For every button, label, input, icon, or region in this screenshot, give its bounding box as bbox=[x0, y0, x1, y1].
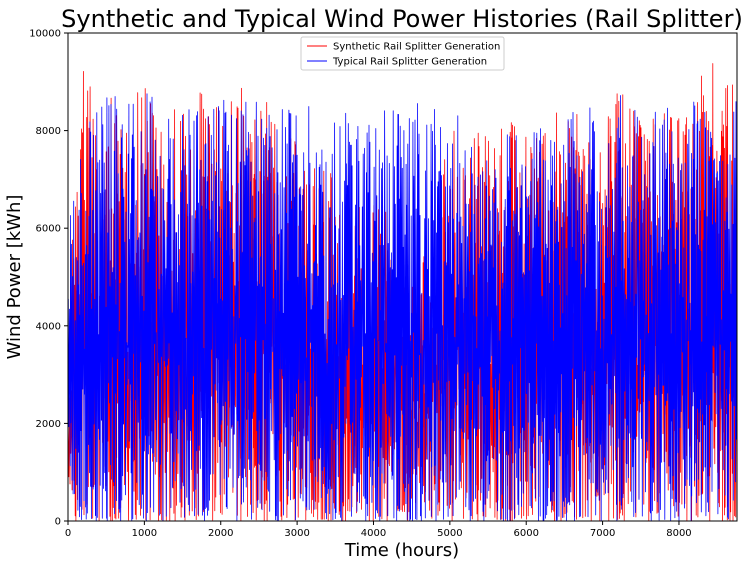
x-tick-label: 0 bbox=[65, 528, 71, 539]
chart-title: Synthetic and Typical Wind Power Histori… bbox=[61, 5, 743, 33]
y-axis-title: Wind Power [kWh] bbox=[4, 195, 25, 360]
legend-label-typical: Typical Rail Splitter Generation bbox=[332, 57, 487, 68]
x-tick-label: 2000 bbox=[208, 528, 233, 539]
legend-frame bbox=[300, 36, 505, 71]
legend-label-synthetic: Synthetic Rail Splitter Generation bbox=[333, 42, 500, 53]
plot-frame bbox=[67, 32, 738, 522]
y-tick-label: 6000 bbox=[36, 224, 61, 235]
x-tick-label: 5000 bbox=[437, 528, 462, 539]
legend: Synthetic Rail Splitter Generation Typic… bbox=[300, 36, 505, 71]
y-tick-label: 8000 bbox=[36, 126, 61, 137]
x-tick-label: 6000 bbox=[513, 528, 538, 539]
y-tick-label: 4000 bbox=[36, 321, 61, 332]
x-tick-label: 8000 bbox=[666, 528, 691, 539]
series-line-typical bbox=[68, 93, 737, 521]
x-axis: 0 1000 2000 3000 4000 5000 6000 7000 8000 bbox=[65, 521, 692, 539]
plot-area bbox=[67, 32, 738, 522]
x-axis-title: Time (hours) bbox=[344, 540, 459, 561]
y-tick-label: 2000 bbox=[36, 419, 61, 430]
x-tick-label: 3000 bbox=[284, 528, 309, 539]
x-tick-label: 1000 bbox=[132, 528, 157, 539]
y-tick-label: 10000 bbox=[29, 29, 61, 40]
y-tick-label: 0 bbox=[55, 517, 61, 528]
x-tick-label: 4000 bbox=[361, 528, 386, 539]
y-axis: 0 2000 4000 6000 8000 10000 bbox=[29, 29, 68, 528]
series-layer bbox=[68, 63, 737, 521]
x-tick-label: 7000 bbox=[590, 528, 615, 539]
